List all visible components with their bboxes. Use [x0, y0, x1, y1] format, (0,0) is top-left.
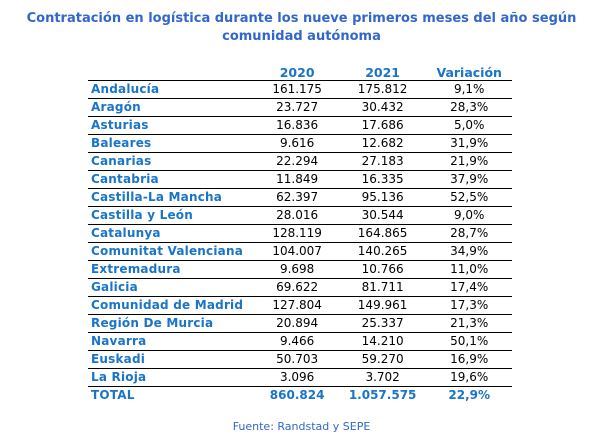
table-row: Andalucía 161.175 175.812 9,1% [88, 80, 512, 99]
value-2020: 128.119 [255, 224, 339, 243]
variation: 31,9% [426, 134, 512, 153]
region-name: Navarra [88, 332, 256, 351]
table-row: Catalunya 128.119 164.865 28,7% [88, 224, 512, 243]
table-row: Región De Murcia 20.894 25.337 21,3% [88, 314, 512, 333]
value-2020: 69.622 [255, 278, 339, 297]
table-row: Castilla-La Mancha 62.397 95.136 52,5% [88, 188, 512, 207]
value-2021: 140.265 [338, 242, 427, 261]
value-2020: 22.294 [255, 152, 339, 171]
table-row: Comunitat Valenciana 104.007 140.265 34,9% [88, 242, 512, 261]
value-2021: 95.136 [338, 188, 427, 207]
region-name: Castilla y León [88, 206, 256, 225]
value-2020: 16.836 [255, 116, 339, 135]
total-row: TOTAL 860.824 1.057.575 22,9% [88, 387, 512, 405]
header-variacion: Variación [426, 64, 512, 81]
value-2020: 20.894 [255, 314, 339, 333]
value-2020: 50.703 [255, 350, 339, 369]
value-2021: 3.702 [338, 368, 427, 387]
value-2020: 9.698 [255, 260, 339, 279]
region-name: Andalucía [88, 80, 256, 99]
region-name: Extremadura [88, 260, 256, 279]
table-row: Navarra 9.466 14.210 50,1% [88, 332, 512, 351]
value-2020: 23.727 [255, 98, 339, 117]
region-name: Cantabria [88, 170, 256, 189]
table-row: Asturias 16.836 17.686 5,0% [88, 116, 512, 135]
variation: 17,3% [426, 296, 512, 315]
total-value-2021: 1.057.575 [348, 388, 417, 402]
region-name: La Rioja [88, 368, 256, 387]
source-note: Fuente: Randstad y SEPE [232, 420, 371, 433]
variation: 34,9% [426, 242, 512, 261]
variation: 21,9% [426, 152, 512, 171]
value-2021: 10.766 [338, 260, 427, 279]
header-region [88, 64, 256, 81]
table-row: Baleares 9.616 12.682 31,9% [88, 134, 512, 153]
total-variation: 22,9% [448, 388, 491, 402]
variation: 28,3% [426, 98, 512, 117]
value-2021: 164.865 [338, 224, 427, 243]
table-row: Galicia 69.622 81.711 17,4% [88, 278, 512, 297]
value-2021: 12.682 [338, 134, 427, 153]
region-name: Catalunya [88, 224, 256, 243]
region-name: Galicia [88, 278, 256, 297]
value-2020: 161.175 [255, 80, 339, 99]
table-row: Castilla y León 28.016 30.544 9,0% [88, 206, 512, 225]
value-2020: 127.804 [255, 296, 339, 315]
value-2021: 14.210 [338, 332, 427, 351]
region-name: Región De Murcia [88, 314, 256, 333]
value-2020: 3.096 [255, 368, 339, 387]
header-2021: 2021 [338, 64, 427, 81]
table-row: Cantabria 11.849 16.335 37,9% [88, 170, 512, 189]
table-row: La Rioja 3.096 3.702 19,6% [88, 368, 512, 387]
value-2021: 27.183 [338, 152, 427, 171]
table-header: 2020 2021 Variación [88, 64, 512, 81]
value-2021: 25.337 [338, 314, 427, 333]
value-2021: 30.544 [338, 206, 427, 225]
data-table: 2020 2021 Variación Andalucía 161.175 175.… [88, 64, 512, 404]
region-name: Aragón [88, 98, 256, 117]
region-name: Baleares [88, 134, 256, 153]
value-2020: 62.397 [255, 188, 339, 207]
region-name: Canarias [88, 152, 256, 171]
variation: 19,6% [426, 368, 512, 387]
value-2021: 17.686 [338, 116, 427, 135]
value-2021: 149.961 [338, 296, 427, 315]
header-2020: 2020 [255, 64, 339, 81]
region-name: Euskadi [88, 350, 256, 369]
variation: 28,7% [426, 224, 512, 243]
value-2021: 30.432 [338, 98, 427, 117]
value-2020: 104.007 [255, 242, 339, 261]
variation: 37,9% [426, 170, 512, 189]
value-2021: 175.812 [338, 80, 427, 99]
variation: 52,5% [426, 188, 512, 207]
region-name: Comunitat Valenciana [88, 242, 256, 261]
value-2021: 81.711 [338, 278, 427, 297]
table-row: Canarias 22.294 27.183 21,9% [88, 152, 512, 171]
value-2020: 9.466 [255, 332, 339, 351]
total-region-name: TOTAL [91, 388, 135, 402]
variation: 50,1% [426, 332, 512, 351]
value-2020: 28.016 [255, 206, 339, 225]
variation: 11,0% [426, 260, 512, 279]
variation: 16,9% [426, 350, 512, 369]
variation: 9,0% [426, 206, 512, 225]
table-row: Euskadi 50.703 59.270 16,9% [88, 350, 512, 369]
region-name: Comunidad de Madrid [88, 296, 256, 315]
value-2021: 59.270 [338, 350, 427, 369]
table-row: Extremadura 9.698 10.766 11,0% [88, 260, 512, 279]
table-row: Comunidad de Madrid 127.804 149.961 17,3% [88, 296, 512, 315]
region-name: Castilla-La Mancha [88, 188, 256, 207]
table-row: Aragón 23.727 30.432 28,3% [88, 98, 512, 117]
value-2020: 9.616 [255, 134, 339, 153]
value-2021: 16.335 [338, 170, 427, 189]
page-title: Contratación en logística durante los nu… [26, 11, 577, 44]
variation: 21,3% [426, 314, 512, 333]
region-name: Asturias [88, 116, 256, 135]
variation: 5,0% [426, 116, 512, 135]
total-value-2020: 860.824 [269, 388, 325, 402]
variation: 9,1% [426, 80, 512, 99]
variation: 17,4% [426, 278, 512, 297]
value-2020: 11.849 [255, 170, 339, 189]
